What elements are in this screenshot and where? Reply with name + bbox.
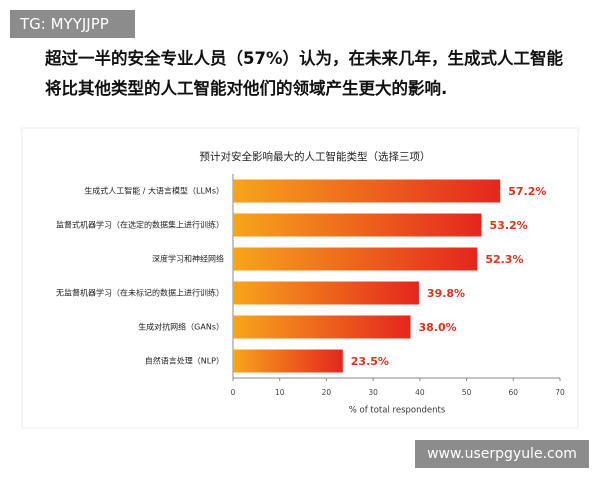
bar xyxy=(233,281,419,305)
y-tick-label: 无监督机器学习（在未标记的数据上进行训练） xyxy=(56,288,224,298)
x-tick-label: 70 xyxy=(555,388,565,397)
value-label: 52.3% xyxy=(485,253,523,266)
value-label: 57.2% xyxy=(508,185,546,198)
x-tick-label: 60 xyxy=(509,388,519,397)
x-tick-label: 30 xyxy=(368,388,378,397)
badge: TG: MYYJJPP xyxy=(10,10,135,38)
x-axis-label: % of total respondents xyxy=(349,406,446,416)
bar xyxy=(233,213,482,237)
y-tick-label: 深度学习和神经网络 xyxy=(152,254,224,264)
chart-title: 预计对安全影响最大的人工智能类型（选择三项） xyxy=(200,150,431,163)
y-tick-label: 监督式机器学习（在选定的数据集上进行训练） xyxy=(56,220,224,230)
chart-frame xyxy=(21,127,579,429)
y-tick-label: 自然语言处理（NLP） xyxy=(145,356,224,366)
heading: 超过一半的安全专业人员（57%）认为，在未来几年，生成式人工智能将比其他类型的人… xyxy=(45,49,563,98)
bar xyxy=(233,315,411,339)
x-tick-label: 10 xyxy=(275,388,285,397)
y-tick-label: 生成对抗网络（GANs） xyxy=(138,322,224,332)
watermark: www.userpgyule.com xyxy=(415,440,589,468)
x-tick-label: 50 xyxy=(462,388,472,397)
value-label: 38.0% xyxy=(419,321,457,334)
value-label: 39.8% xyxy=(427,287,465,300)
bar xyxy=(233,247,478,271)
y-tick-label: 生成式人工智能 / 大语言模型（LLMs） xyxy=(84,186,224,196)
bar xyxy=(233,349,343,373)
x-tick-label: 20 xyxy=(322,388,332,397)
x-tick-label: 40 xyxy=(415,388,425,397)
x-tick-label: 0 xyxy=(231,388,236,397)
bar xyxy=(233,179,501,203)
value-label: 53.2% xyxy=(490,219,528,232)
value-label: 23.5% xyxy=(351,355,389,368)
